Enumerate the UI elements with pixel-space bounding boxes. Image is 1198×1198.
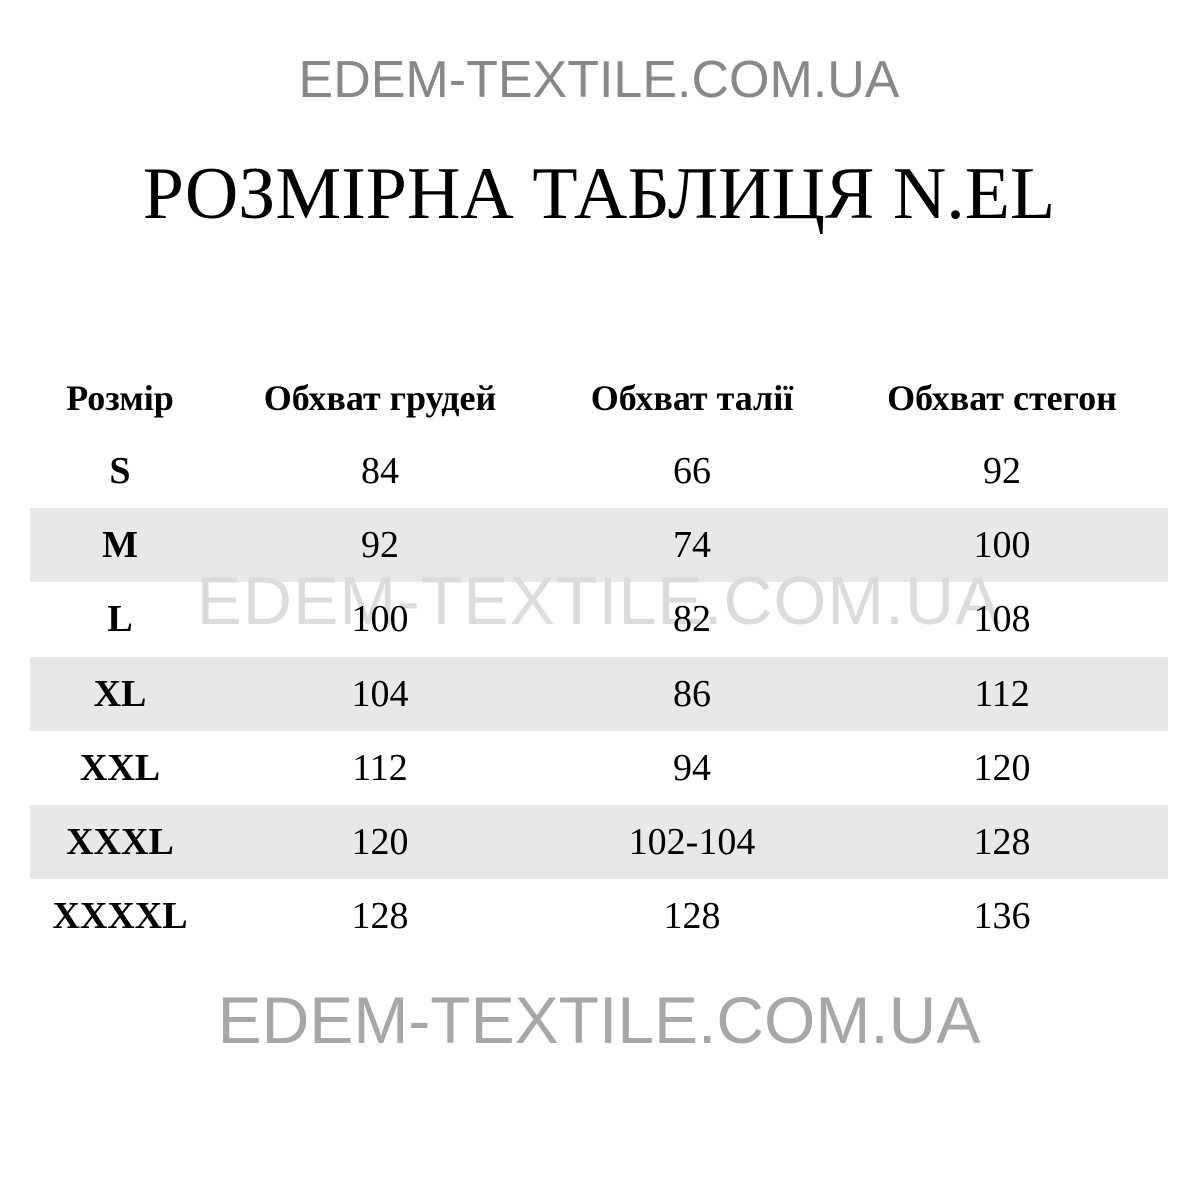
table-row: S 84 66 92 <box>30 434 1168 508</box>
table-cell: 82 <box>673 598 711 641</box>
table-cell: 102-104 <box>628 821 756 863</box>
table-row: XXL 112 94 120 <box>30 731 1168 805</box>
table-cell: XXXL <box>66 821 174 863</box>
table-cell: 100 <box>973 524 1031 567</box>
table-row: XXXL 120 102-104 128 <box>30 805 1168 879</box>
table-cell: 112 <box>974 672 1030 715</box>
table-cell: 120 <box>351 821 409 863</box>
table-cell: 108 <box>973 598 1031 641</box>
column-header: Обхват грудей <box>263 378 497 418</box>
table-cell: XXL <box>79 746 161 789</box>
table-cell: 84 <box>361 450 399 492</box>
table-cell: 128 <box>663 895 721 938</box>
table-cell: 100 <box>351 598 409 641</box>
table-cell: 92 <box>361 524 399 567</box>
table-header: Розмір Обхват грудей Обхват талії Обхват ст… <box>30 361 1168 435</box>
column-header: Розмір <box>66 378 174 418</box>
table-cell: 104 <box>351 672 409 715</box>
table-cell: 92 <box>983 450 1021 492</box>
site-watermark-bottom: EDEM-TEXTILE.COM.UA <box>217 983 981 1057</box>
table-cell: 94 <box>673 746 711 789</box>
table-cell: XL <box>93 672 147 715</box>
table-cell: 112 <box>352 746 408 789</box>
table-cell: S <box>109 450 131 492</box>
column-header: Обхват стегон <box>887 378 1117 418</box>
table-cell: 120 <box>973 746 1031 789</box>
column-header: Обхват талії <box>590 378 794 418</box>
table-cell: 128 <box>351 895 409 938</box>
table-cell: 136 <box>973 895 1031 938</box>
table-row: L 100 82 108 <box>30 582 1168 656</box>
table-cell: M <box>102 524 138 567</box>
table-cell: 66 <box>673 450 711 492</box>
table-cell: 74 <box>673 524 711 567</box>
site-watermark-top: EDEM-TEXTILE.COM.UA <box>298 51 900 109</box>
site-watermark-middle: EDEM-TEXTILE.COM.UA <box>196 563 1002 639</box>
table-cell: XXXXL <box>52 895 188 938</box>
table-cell: 128 <box>973 821 1031 863</box>
table-row: XL 104 86 112 <box>30 656 1168 731</box>
table-cell: L <box>107 598 133 641</box>
table-row: M 92 74 100 <box>30 508 1168 583</box>
table-cell: 86 <box>673 672 711 715</box>
table-row: XXXXL 128 128 136 <box>30 879 1168 953</box>
page-title: РОЗМІРНА ТАБЛИЦЯ N.EL <box>142 153 1056 235</box>
